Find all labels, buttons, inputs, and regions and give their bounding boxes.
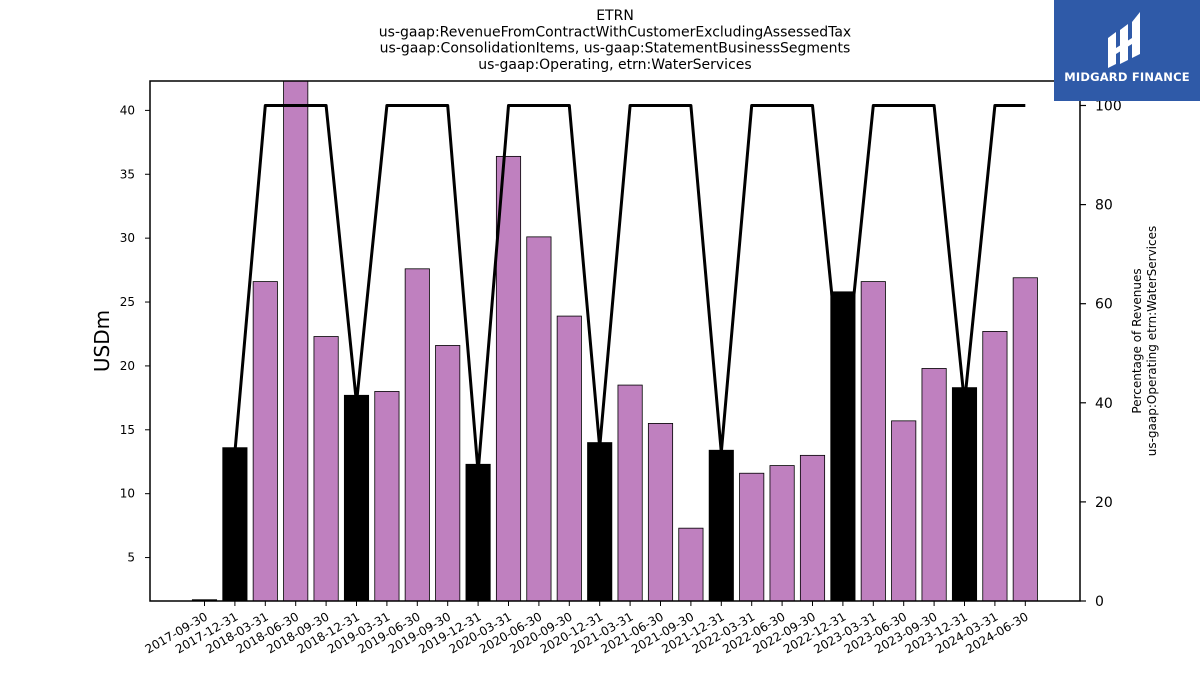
bar bbox=[556, 315, 582, 601]
plot-border bbox=[149, 80, 1081, 602]
bar bbox=[951, 387, 978, 601]
y-right-tick-label: 40 bbox=[1095, 396, 1113, 412]
bar bbox=[678, 527, 704, 601]
y-tick-label: 35 bbox=[120, 167, 135, 181]
y-right-tick-label: 80 bbox=[1095, 198, 1113, 214]
y-axis-right-label: Percentage of Revenues bbox=[1130, 268, 1144, 413]
brand-logo: MIDGARD FINANCE bbox=[1054, 0, 1200, 101]
bar bbox=[495, 155, 522, 601]
bar bbox=[1012, 277, 1038, 601]
bar bbox=[617, 384, 643, 601]
percentage-line bbox=[233, 104, 1026, 474]
y-right-tick-label: 20 bbox=[1095, 495, 1113, 511]
bar bbox=[343, 394, 370, 601]
bar bbox=[313, 336, 339, 601]
y-axis-left: 5 10 15 20 25 30 35 40 bbox=[120, 103, 150, 565]
y-tick-label: 15 bbox=[120, 423, 135, 437]
plot-frame bbox=[149, 80, 1081, 602]
title-line: ETRN bbox=[596, 8, 634, 24]
bar bbox=[374, 391, 400, 601]
bar bbox=[708, 449, 734, 601]
y-tick-label: 5 bbox=[127, 551, 135, 565]
y-tick-label: 40 bbox=[120, 103, 135, 117]
y-tick-label: 20 bbox=[120, 359, 135, 373]
bars bbox=[191, 81, 1038, 601]
y-tick-label: 30 bbox=[120, 231, 135, 245]
y-tick-label: 10 bbox=[120, 487, 135, 501]
y-right-tick-label: 100 bbox=[1095, 99, 1122, 115]
title-line: us-gaap:ConsolidationItems, us-gaap:Stat… bbox=[380, 41, 851, 57]
bar bbox=[982, 331, 1008, 601]
title-line: us-gaap:RevenueFromContractWithCustomerE… bbox=[379, 24, 851, 40]
y-axis-right-label: us-gaap:Operating etrn:WaterServices bbox=[1145, 226, 1159, 457]
bar bbox=[404, 268, 430, 601]
bar bbox=[222, 447, 248, 601]
y-right-tick-label: 0 bbox=[1095, 594, 1104, 610]
chart-title: ETRNus-gaap:RevenueFromContractWithCusto… bbox=[379, 8, 851, 73]
bar bbox=[465, 463, 491, 601]
y-right-tick-label: 60 bbox=[1095, 297, 1113, 313]
x-axis: 2017-09-302017-12-312018-03-312018-06-30… bbox=[143, 601, 1031, 656]
bar bbox=[283, 81, 309, 601]
logo-icon bbox=[1108, 12, 1140, 68]
bar bbox=[435, 345, 461, 601]
bar bbox=[769, 465, 795, 601]
y-tick-label: 25 bbox=[120, 295, 135, 309]
line-series bbox=[233, 104, 1026, 474]
bar bbox=[647, 423, 674, 601]
bar bbox=[891, 420, 917, 601]
bar bbox=[921, 368, 947, 601]
axis-labels: USDm Percentage of Revenues us-gaap:Operat… bbox=[90, 226, 1159, 457]
y-axis-label: USDm bbox=[90, 310, 114, 372]
title-line: us-gaap:Operating, etrn:WaterServices bbox=[478, 57, 751, 73]
bar bbox=[587, 442, 613, 601]
bar bbox=[252, 281, 278, 601]
logo-text: MIDGARD FINANCE bbox=[1064, 70, 1190, 84]
bar bbox=[799, 454, 826, 601]
bar bbox=[526, 236, 552, 601]
bar bbox=[860, 281, 886, 601]
bar bbox=[830, 291, 856, 601]
y-axis-right: 0 20 40 60 80 100 bbox=[1080, 99, 1122, 610]
bar bbox=[739, 472, 765, 601]
